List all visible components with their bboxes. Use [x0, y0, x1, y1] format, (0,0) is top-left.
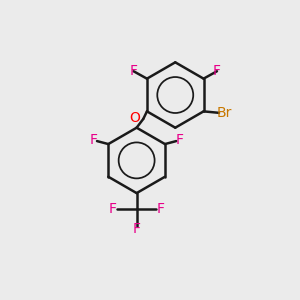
Text: O: O: [129, 111, 140, 125]
Text: F: F: [130, 64, 138, 78]
Text: F: F: [213, 64, 221, 78]
Text: Br: Br: [217, 106, 232, 120]
Text: F: F: [133, 222, 141, 236]
Text: F: F: [109, 202, 117, 216]
Text: F: F: [176, 133, 184, 147]
Text: F: F: [89, 133, 98, 147]
Text: F: F: [156, 202, 164, 216]
